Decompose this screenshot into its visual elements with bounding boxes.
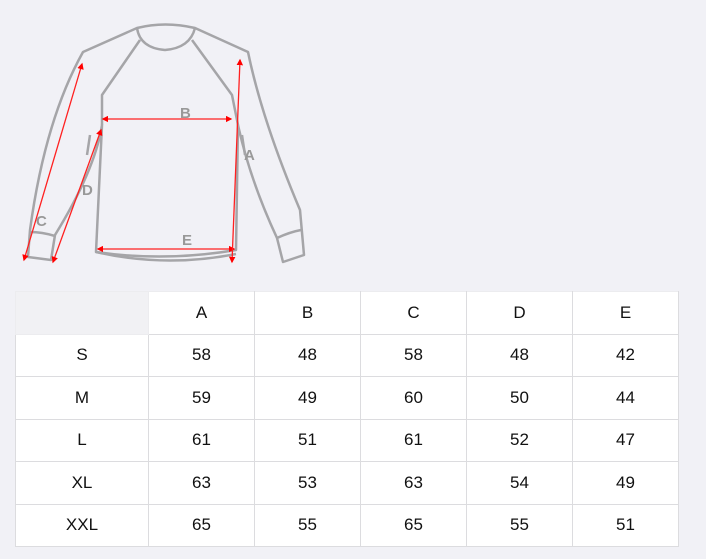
- measurement-cell: 48: [466, 333, 573, 377]
- measurement-cell: 61: [148, 418, 255, 462]
- measurement-cell: 65: [360, 503, 467, 547]
- sweatshirt-measurement-diagram: B A D C E: [22, 23, 306, 264]
- table-row: L 61 51 61 52 47: [15, 418, 679, 462]
- measurement-cell: 52: [466, 418, 573, 462]
- table-row: M 59 49 60 50 44: [15, 376, 679, 420]
- size-chart-table: A B C D E S 58 48 58 48 42 M 59 49 60 50 44 L 61 51 61 5…: [15, 291, 679, 547]
- label-c: C: [36, 213, 47, 230]
- column-header: D: [466, 291, 573, 335]
- label-e: E: [182, 232, 192, 249]
- measurement-cell: 54: [466, 461, 573, 505]
- measurement-cell: 49: [254, 376, 361, 420]
- label-a: A: [244, 147, 255, 164]
- measurement-cell: 61: [360, 418, 467, 462]
- label-b: B: [180, 105, 191, 122]
- table-header-row: A B C D E: [15, 291, 679, 335]
- measurement-cell: 49: [572, 461, 679, 505]
- measurement-cell: 58: [360, 333, 467, 377]
- measurement-cell: 48: [254, 333, 361, 377]
- table-row: XXL 65 55 65 55 51: [15, 503, 679, 547]
- column-header: C: [360, 291, 467, 335]
- measurement-cell: 50: [466, 376, 573, 420]
- measurement-cell: 60: [360, 376, 467, 420]
- size-label: S: [15, 333, 149, 377]
- measurement-cell: 44: [572, 376, 679, 420]
- measurement-cell: 53: [254, 461, 361, 505]
- measurement-cell: 63: [360, 461, 467, 505]
- measurement-cell: 51: [572, 503, 679, 547]
- measurement-cell: 51: [254, 418, 361, 462]
- measurement-cell: 58: [148, 333, 255, 377]
- measurement-cell: 55: [254, 503, 361, 547]
- size-label: M: [15, 376, 149, 420]
- table-row: S 58 48 58 48 42: [15, 333, 679, 377]
- measurement-arrows: [22, 58, 244, 264]
- measurement-cell: 65: [148, 503, 255, 547]
- sweatshirt-outline: [26, 23, 306, 264]
- measurement-cell: 42: [572, 333, 679, 377]
- measurement-cell: 55: [466, 503, 573, 547]
- measurement-cell: 47: [572, 418, 679, 462]
- size-label: L: [15, 418, 149, 462]
- measurement-cell: 63: [148, 461, 255, 505]
- column-header: E: [572, 291, 679, 335]
- size-label: XXL: [15, 503, 149, 547]
- column-header: B: [254, 291, 361, 335]
- column-header: A: [148, 291, 255, 335]
- table-row: XL 63 53 63 54 49: [15, 461, 679, 505]
- corner-cell: [15, 291, 149, 335]
- measurement-cell: 59: [148, 376, 255, 420]
- size-label: XL: [15, 461, 149, 505]
- label-d: D: [82, 182, 93, 199]
